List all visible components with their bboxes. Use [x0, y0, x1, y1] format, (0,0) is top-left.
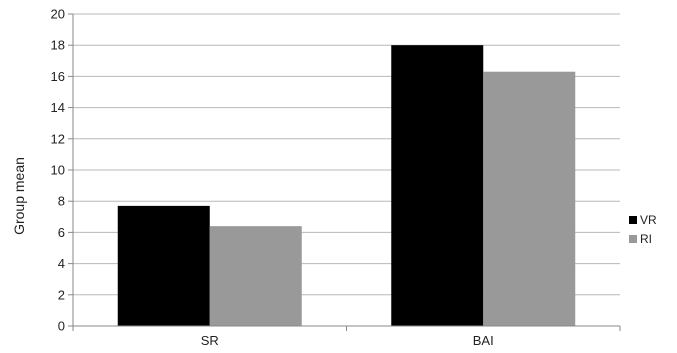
legend-swatch-ri — [629, 235, 637, 243]
y-tick-label: 14 — [51, 100, 65, 115]
axes — [68, 13, 621, 331]
y-tick-label: 4 — [58, 256, 65, 271]
x-tick-label: BAI — [473, 333, 494, 348]
y-tick-label: 20 — [51, 7, 65, 22]
y-tick-label: 8 — [58, 194, 65, 209]
tick-labels: 0 2 4 6 8 10 12 14 16 18 20 SR BAI — [51, 7, 494, 349]
y-axis-title: Group mean — [11, 157, 27, 235]
legend-label-ri: RI — [640, 232, 652, 246]
y-tick-label: 0 — [58, 319, 65, 334]
bar-ri-bai — [483, 71, 576, 326]
legend-label-vr: VR — [640, 213, 657, 227]
y-tick-label: 16 — [51, 69, 65, 84]
x-tick-label: SR — [201, 333, 219, 348]
bar-vr-bai — [391, 45, 484, 326]
y-tick-label: 2 — [58, 287, 65, 302]
legend: VR RI — [629, 213, 657, 246]
y-tick-label: 10 — [51, 163, 65, 178]
legend-swatch-vr — [629, 216, 637, 224]
y-tick-label: 18 — [51, 38, 65, 53]
bar-vr-sr — [117, 205, 210, 326]
y-tick-label: 6 — [58, 225, 65, 240]
y-tick-label: 12 — [51, 131, 65, 146]
bars — [117, 45, 576, 326]
bar-ri-sr — [209, 226, 302, 326]
